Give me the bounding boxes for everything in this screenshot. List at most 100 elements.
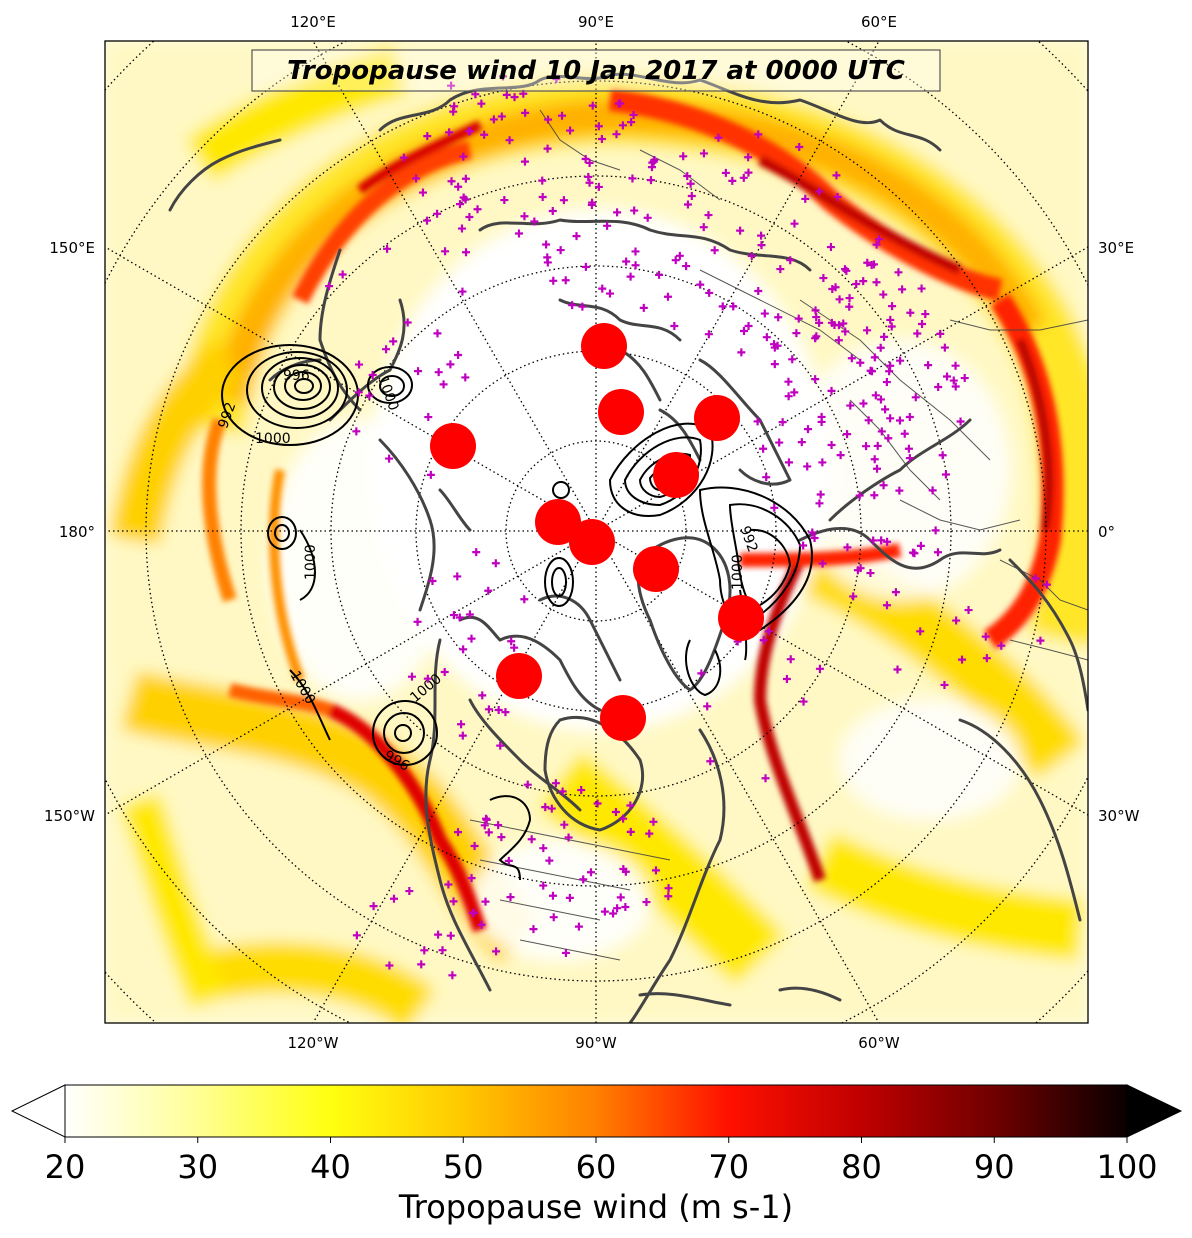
station-marker (704, 330, 713, 339)
colorbar-tick-label: 100 (1096, 1148, 1157, 1186)
station-marker (843, 430, 852, 439)
station-marker (444, 880, 453, 889)
station-marker (543, 144, 552, 153)
station-marker (671, 256, 680, 265)
station-marker (489, 115, 498, 124)
station-marker (744, 153, 753, 162)
station-marker (642, 898, 651, 907)
station-marker (581, 154, 590, 163)
station-marker (581, 262, 590, 271)
station-marker (434, 368, 443, 377)
station-marker (799, 697, 808, 706)
station-marker (884, 434, 893, 443)
station-marker (917, 284, 926, 293)
station-marker (541, 803, 550, 812)
station-marker (439, 380, 448, 389)
station-marker (882, 378, 891, 387)
colorbar-extend-low (10, 1084, 66, 1138)
polar-vortex-marker (535, 499, 581, 545)
station-marker (457, 224, 466, 233)
station-marker (744, 322, 753, 331)
station-marker (949, 376, 958, 385)
station-marker (385, 454, 394, 463)
station-marker (447, 81, 456, 90)
station-marker (445, 128, 454, 137)
station-marker (913, 329, 922, 338)
station-marker (675, 251, 684, 260)
colorbar-tick-label: 80 (841, 1148, 882, 1186)
station-marker (683, 200, 692, 209)
station-marker (382, 345, 391, 354)
station-marker (759, 636, 768, 645)
station-marker (482, 814, 491, 823)
station-marker (647, 163, 656, 172)
lon-label-top: 90°E (578, 13, 614, 31)
station-marker (866, 569, 875, 578)
station-marker (566, 126, 575, 135)
station-marker (840, 265, 849, 274)
station-marker (872, 240, 881, 249)
station-marker (618, 121, 627, 130)
station-marker (470, 841, 479, 850)
station-marker (626, 272, 635, 281)
station-marker (887, 322, 896, 331)
station-marker (399, 153, 408, 162)
station-marker (385, 961, 394, 970)
station-marker (477, 920, 486, 929)
station-marker (545, 856, 554, 865)
station-marker (556, 246, 565, 255)
station-marker (981, 632, 990, 641)
station-marker (564, 833, 573, 842)
station-marker (472, 548, 481, 557)
station-marker (529, 925, 538, 934)
station-marker (593, 799, 602, 808)
station-marker (420, 946, 429, 955)
station-marker (481, 897, 490, 906)
station-marker (549, 913, 558, 922)
station-marker (548, 206, 557, 215)
station-marker (455, 200, 464, 209)
station-marker (815, 664, 824, 673)
colorbar-ticks: 20 30 40 50 60 70 80 90 100 (45, 1137, 1158, 1186)
station-marker (497, 112, 506, 121)
station-marker (778, 418, 787, 427)
station-marker (757, 231, 766, 240)
station-marker (539, 844, 548, 853)
station-marker (594, 182, 603, 191)
station-marker (455, 613, 464, 622)
station-marker (958, 655, 967, 664)
station-marker (552, 74, 561, 83)
polar-vortex-marker (600, 695, 646, 741)
station-marker (951, 361, 960, 370)
station-marker (797, 438, 806, 447)
station-marker (909, 548, 918, 557)
lon-label-left: 150°E (49, 239, 95, 257)
station-marker (664, 884, 673, 893)
station-marker (645, 829, 654, 838)
station-marker (770, 503, 779, 512)
station-marker (855, 491, 864, 500)
station-marker (808, 528, 817, 537)
station-marker (718, 302, 727, 311)
station-marker (354, 388, 363, 397)
station-marker (916, 541, 925, 550)
station-marker (651, 866, 660, 875)
station-marker (941, 470, 950, 479)
contour-label: 1000 (255, 431, 291, 447)
station-marker (663, 292, 672, 301)
station-marker (605, 289, 614, 298)
station-marker (770, 360, 779, 369)
station-marker (687, 192, 696, 201)
station-marker (338, 270, 347, 279)
station-marker (682, 262, 691, 271)
station-marker (900, 429, 909, 438)
station-marker (784, 392, 793, 401)
pressure-contours (221, 344, 813, 881)
station-marker (762, 473, 771, 482)
station-marker (369, 902, 378, 911)
station-marker (928, 486, 937, 495)
station-marker (697, 669, 706, 678)
station-marker (877, 427, 886, 436)
station-marker (782, 674, 791, 683)
station-marker (762, 333, 771, 342)
